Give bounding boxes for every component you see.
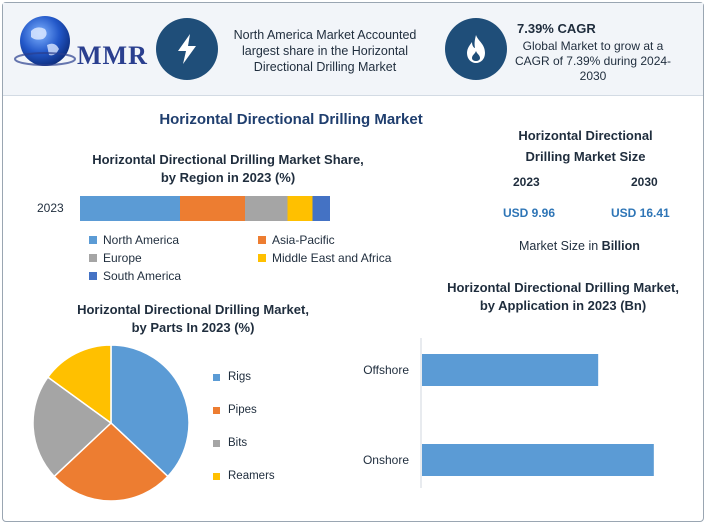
region-bar-middle-east-and-africa — [287, 196, 313, 221]
cagr-title: 7.39% CAGR — [517, 21, 596, 36]
region-bar-europe — [245, 196, 288, 221]
value-start: USD 9.96 — [503, 206, 556, 220]
legend-label: Middle East and Africa — [272, 251, 392, 265]
legend-swatch — [213, 406, 220, 414]
parts-pie-chart — [32, 344, 190, 502]
pie-legend-item-reamers: Reamers — [213, 470, 275, 482]
region-bar-asia-pacific — [180, 196, 245, 221]
parts-chart-title: Horizontal Directional Drilling Market, … — [77, 302, 309, 335]
legend-label: Bits — [228, 437, 248, 449]
legend-swatch — [213, 472, 220, 480]
globe-icon — [14, 16, 76, 66]
pie-slice-rigs — [110, 344, 190, 478]
legend-item-europe: Europe — [89, 251, 142, 265]
legend-swatch — [213, 373, 220, 381]
legend-label: Europe — [103, 251, 142, 265]
pie-legend-item-rigs: Rigs — [213, 371, 251, 383]
legend-label: Reamers — [228, 470, 275, 482]
flame-icon — [467, 35, 485, 63]
market-note: North America Market Accounted largest s… — [233, 28, 417, 74]
pie-slice-pipes — [53, 421, 169, 502]
legend-swatch — [258, 254, 266, 262]
region-category-label: 2023 — [37, 201, 64, 215]
legend-swatch — [89, 236, 97, 244]
legend-label: Asia-Pacific — [272, 233, 335, 247]
pie-legend-item-bits: Bits — [213, 437, 247, 449]
mmr-logo: MMR — [13, 11, 147, 71]
pie-slice-reamers — [46, 344, 112, 425]
market-size-title: Horizontal Directional Drilling Market S… — [518, 128, 653, 164]
lightning-badge — [156, 18, 218, 80]
legend-label: Pipes — [228, 404, 257, 416]
header-banner: MMR North America Market Accounted large… — [3, 3, 703, 96]
pie-slice-bits — [32, 376, 113, 478]
region-chart-title: Horizontal Directional Drilling Market S… — [92, 152, 364, 185]
legend-item-north-america: North America — [89, 233, 179, 247]
application-bar-onshore — [422, 444, 654, 476]
legend-label: North America — [103, 233, 180, 247]
application-label-offshore: Offshore — [363, 363, 409, 377]
application-chart-title: Horizontal Directional Drilling Market, … — [447, 280, 679, 313]
legend-label: South America — [103, 269, 182, 283]
application-bar-offshore — [422, 354, 599, 386]
lightning-icon — [178, 34, 196, 64]
pie-legend-item-pipes: Pipes — [213, 404, 257, 416]
legend-swatch — [258, 236, 266, 244]
year-start: 2023 — [513, 175, 540, 189]
value-end: USD 16.41 — [611, 206, 670, 220]
legend-swatch — [89, 254, 97, 262]
legend-swatch — [213, 439, 220, 447]
application-label-onshore: Onshore — [363, 453, 409, 467]
region-bar-north-america — [80, 196, 180, 221]
legend-item-south-america: South America — [89, 269, 181, 283]
legend-item-asia-pacific: Asia-Pacific — [258, 233, 335, 247]
legend-swatch — [89, 272, 97, 280]
legend-item-middle-east-and-africa: Middle East and Africa — [258, 251, 391, 265]
cagr-note: Global Market to grow at a CAGR of 7.39%… — [514, 39, 672, 83]
unit-note: Market Size in Billion — [519, 239, 640, 253]
logo-text: MMR — [77, 41, 148, 70]
legend-label: Rigs — [228, 371, 252, 383]
application-bar-chart: Offshore Onshore — [363, 338, 654, 488]
region-stacked-bar-chart: 2023 — [37, 196, 330, 221]
region-bar-south-america — [312, 196, 330, 221]
flame-badge — [445, 18, 507, 80]
main-title: Horizontal Directional Drilling Market — [159, 111, 423, 128]
year-end: 2030 — [631, 175, 658, 189]
